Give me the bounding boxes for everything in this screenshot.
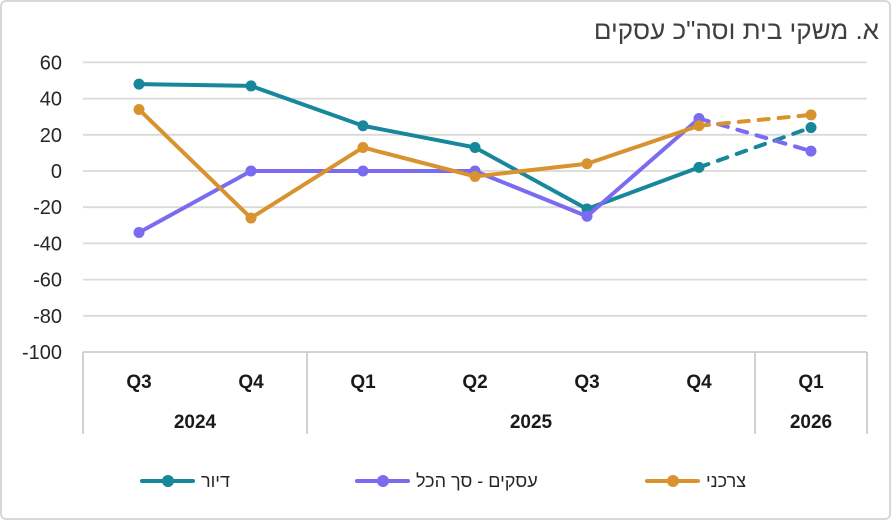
data-point-housing-5 bbox=[693, 161, 705, 173]
y-tick-label: 20 bbox=[40, 125, 62, 147]
legend-item-business: עסקים - סך הכל bbox=[355, 466, 538, 496]
x-year-label: 2024 bbox=[174, 412, 217, 433]
line-chart: 60 40 20 0 -20 -40 -60 -80 -100 Q3 Q4 Q1 Q2 Q3 Q4 Q1 202… bbox=[22, 52, 868, 434]
data-point-housing-0 bbox=[133, 78, 145, 90]
x-quarter-label: Q3 bbox=[574, 372, 599, 393]
y-tick-label: -20 bbox=[33, 197, 62, 219]
legend-housing-line-icon bbox=[140, 475, 195, 487]
x-quarter-label: Q4 bbox=[238, 372, 264, 393]
legend-business-dot-icon bbox=[376, 475, 389, 487]
data-point-business-0 bbox=[133, 227, 145, 239]
legend-consumer-line-icon bbox=[645, 475, 700, 487]
data-point-consumer-3 bbox=[469, 170, 481, 182]
data-point-consumer-2 bbox=[357, 141, 369, 153]
legend-item-housing: דיור bbox=[140, 466, 230, 496]
legend-item-consumer: צרכני bbox=[645, 466, 746, 496]
y-tick-label: 60 bbox=[40, 52, 62, 74]
data-point-consumer-1 bbox=[245, 212, 257, 224]
series-line-business bbox=[137, 116, 701, 235]
legend-housing-dot-icon bbox=[161, 475, 174, 487]
x-quarter-label: Q3 bbox=[126, 372, 151, 393]
data-point-housing-3 bbox=[469, 141, 481, 153]
data-point-consumer-4 bbox=[581, 158, 593, 170]
data-point-business-6 bbox=[805, 145, 817, 157]
data-point-consumer-5 bbox=[693, 120, 705, 132]
series-line-housing-forecast bbox=[697, 125, 813, 170]
legend-business-line-icon bbox=[355, 475, 410, 487]
x-quarter-label: Q4 bbox=[686, 372, 712, 393]
chart-title: א. משקי בית וסה"כ עסקים bbox=[593, 15, 879, 45]
series-line-consumer bbox=[137, 107, 701, 221]
x-quarter-label: Q2 bbox=[462, 372, 487, 393]
legend-label-business: עסקים - סך הכל bbox=[416, 470, 538, 491]
y-tick-label: 40 bbox=[40, 89, 62, 111]
y-tick-label: -40 bbox=[33, 233, 62, 255]
data-point-consumer-0 bbox=[133, 103, 145, 115]
data-point-business-4 bbox=[581, 210, 593, 222]
x-year-label: 2026 bbox=[790, 412, 832, 433]
series-line-consumer-forecast bbox=[697, 112, 813, 128]
y-tick-label: -60 bbox=[33, 270, 62, 292]
data-point-business-2 bbox=[357, 165, 369, 177]
legend-consumer-dot-icon bbox=[666, 475, 679, 487]
y-tick-label: -100 bbox=[22, 342, 62, 364]
legend-label-housing: דיור bbox=[201, 470, 230, 491]
y-tick-label: 0 bbox=[51, 161, 62, 183]
data-point-housing-1 bbox=[245, 80, 257, 92]
legend-label-consumer: צרכני bbox=[706, 470, 747, 491]
x-quarter-label: Q1 bbox=[350, 372, 376, 393]
data-point-housing-2 bbox=[357, 120, 369, 132]
y-tick-label: -80 bbox=[33, 306, 62, 328]
data-point-business-1 bbox=[245, 165, 257, 177]
data-point-consumer-6 bbox=[805, 109, 817, 121]
x-quarter-label: Q1 bbox=[798, 372, 824, 393]
legend: דיור עסקים - סך הכל צרכני bbox=[0, 466, 891, 496]
data-point-housing-6 bbox=[805, 122, 817, 134]
x-year-label: 2025 bbox=[510, 412, 553, 433]
